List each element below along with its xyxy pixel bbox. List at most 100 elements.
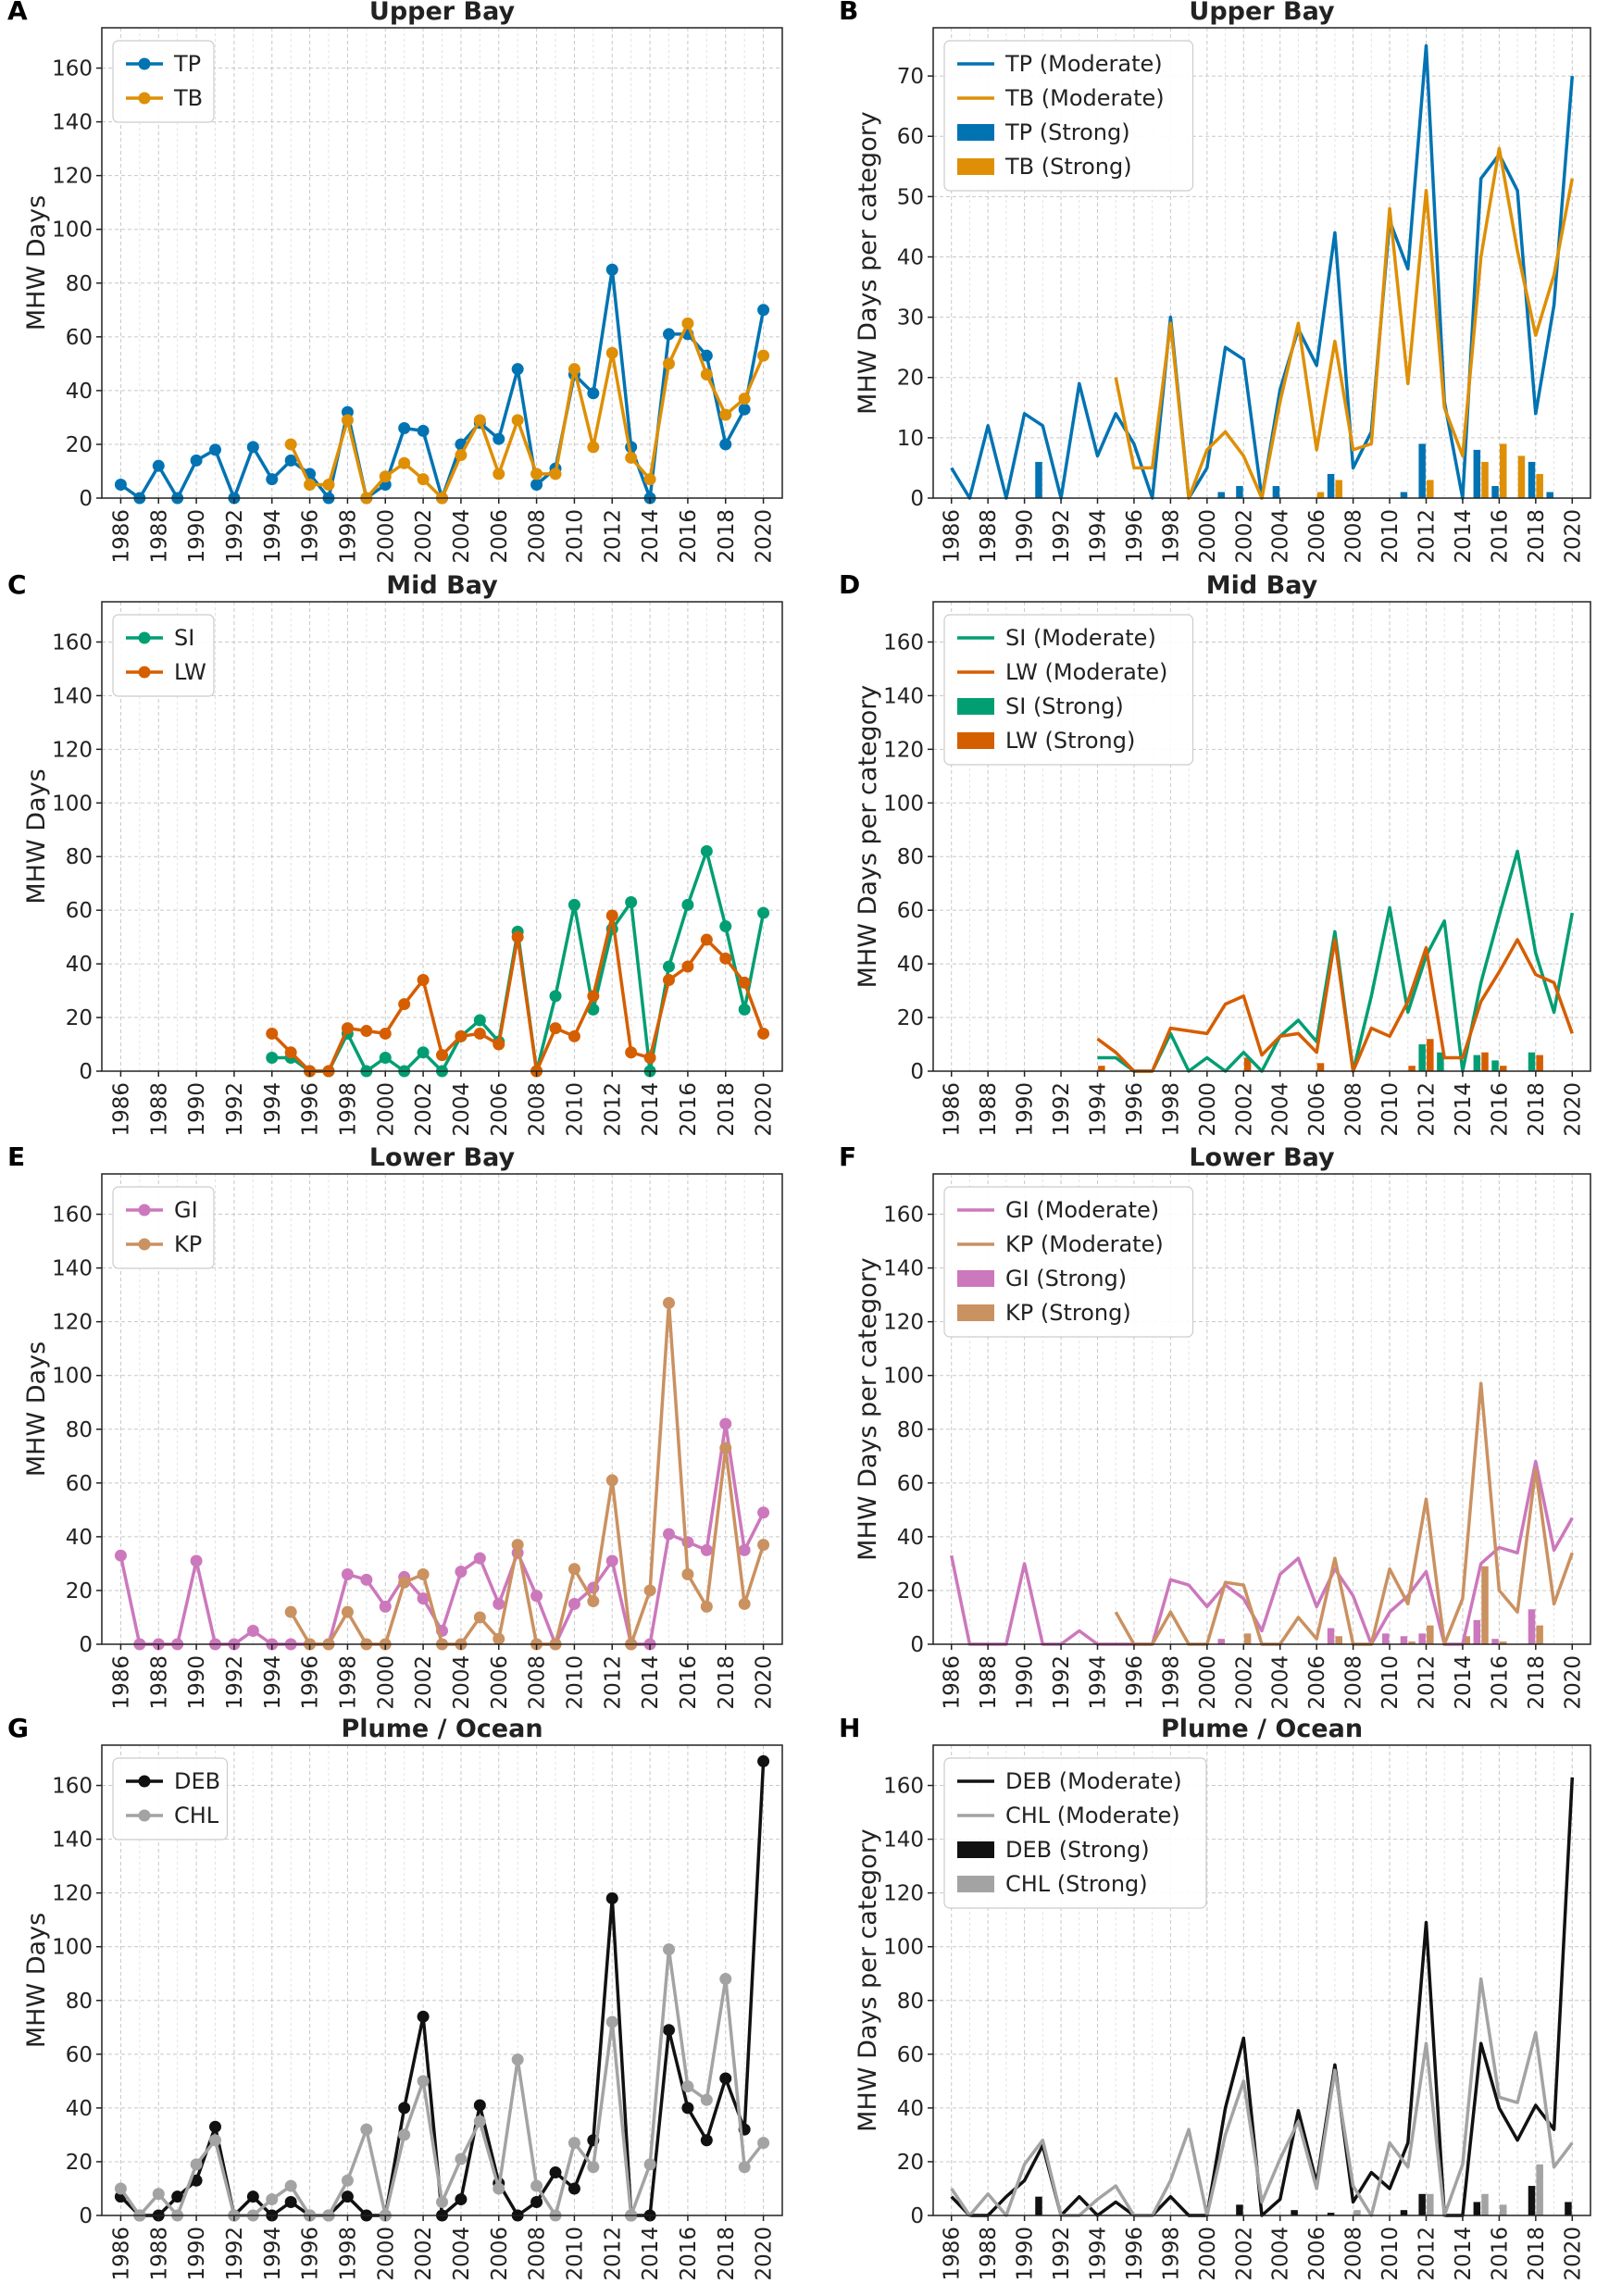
- legend: TP TB: [112, 40, 215, 123]
- x-tick-label: 2016: [677, 1082, 701, 1137]
- series-line-SI (Moderate): [1097, 849, 1575, 1073]
- legend-swatch-bar: [957, 124, 994, 141]
- legend-entry: DEB (Strong): [1005, 1837, 1150, 1863]
- data-point-LW: [455, 1029, 468, 1042]
- data-point-CHL: [473, 2115, 486, 2128]
- data-point-TP: [663, 328, 675, 341]
- x-tick-label: 2020: [753, 509, 777, 564]
- x-tick-label: 2006: [1305, 2227, 1329, 2281]
- y-axis-label: MHW Days: [22, 1341, 51, 1477]
- data-point-LW: [284, 1046, 297, 1059]
- x-tick-label: 2020: [1561, 1655, 1585, 1710]
- chart-title: Lower Bay: [1189, 1143, 1335, 1172]
- data-point-LW: [417, 973, 430, 986]
- axes-frame: [932, 27, 1591, 499]
- data-point-TB: [284, 438, 297, 451]
- x-tick-label: 1998: [1159, 2227, 1183, 2281]
- data-point-SI: [738, 1003, 751, 1016]
- x-tick-label: 2018: [1525, 509, 1549, 564]
- data-point-LW: [587, 990, 600, 1003]
- x-tick-label: 2006: [1305, 509, 1329, 564]
- data-point-TP: [114, 478, 127, 491]
- x-tick-label: 2020: [753, 2227, 777, 2281]
- data-point-CHL: [266, 2193, 279, 2206]
- data-point-GI: [114, 1549, 127, 1562]
- data-point-LW: [379, 1027, 392, 1040]
- data-point-DEB: [719, 2072, 732, 2085]
- bar-SI (Strong): [1528, 1052, 1536, 1071]
- legend-entry: GI: [174, 1197, 198, 1223]
- data-point-TB: [719, 408, 732, 421]
- bar-LW (Strong): [1499, 1066, 1507, 1071]
- x-tick-label: 2012: [1416, 509, 1440, 564]
- bar-GI (Strong): [1400, 1636, 1408, 1644]
- bar-KP (Strong): [1536, 1625, 1543, 1644]
- y-tick-label: 60: [897, 2043, 924, 2067]
- data-point-CHL: [284, 2179, 297, 2192]
- panel-D: 0 20 40 60 80 100 120 140 160 1986 1988 1990 1992 199…: [839, 569, 1591, 1137]
- bar-DEB (Strong): [1418, 2193, 1426, 2215]
- data-point-DEB: [455, 2193, 468, 2206]
- bar-CHL (Strong): [1353, 2210, 1361, 2215]
- x-tick-label: 1992: [223, 1082, 247, 1137]
- data-point-GI: [681, 1536, 694, 1549]
- legend-entry: CHL (Strong): [1005, 1871, 1148, 1897]
- data-point-CHL: [511, 2053, 524, 2066]
- x-tick-label: 2018: [1525, 1082, 1549, 1137]
- y-tick-label: 20: [897, 367, 924, 391]
- x-tick-label: 2002: [1232, 2227, 1256, 2281]
- legend: TP (Moderate) TB (Moderate) TP (Strong) TB …: [943, 40, 1194, 192]
- x-tick-label: 1996: [1123, 1082, 1147, 1137]
- legend-entry: GI (Strong): [1005, 1266, 1127, 1292]
- data-point-DEB: [171, 2190, 184, 2203]
- legend-entry: LW (Moderate): [1005, 659, 1167, 685]
- data-point-CHL: [360, 2123, 373, 2136]
- y-tick-label: 80: [66, 1418, 93, 1442]
- axes-frame: [101, 27, 783, 499]
- x-tick-label: 2002: [412, 1082, 436, 1137]
- x-tick-label: 2020: [753, 1655, 777, 1710]
- x-tick-label: 1990: [185, 1655, 209, 1710]
- x-tick-label: 1996: [299, 2227, 323, 2281]
- data-point-TB: [341, 414, 354, 427]
- data-point-TP: [700, 349, 713, 362]
- x-tick-label: 2000: [1196, 2227, 1220, 2281]
- series-line-LW (Moderate): [1096, 938, 1574, 1073]
- x-tick-label: 1998: [1159, 509, 1183, 564]
- chart-title: Upper Bay: [369, 0, 516, 26]
- x-tick-label: 2014: [639, 1655, 663, 1710]
- x-tick-label: 1990: [1014, 1655, 1038, 1710]
- legend-entry: KP (Moderate): [1005, 1231, 1164, 1257]
- x-tick-label: 2008: [1342, 1082, 1366, 1137]
- legend-box: [943, 1186, 1194, 1338]
- bar-GI (Strong): [1418, 1633, 1426, 1644]
- x-tick-label: 1986: [109, 509, 133, 564]
- data-point-CHL: [530, 2179, 543, 2192]
- x-tick-label: 2000: [1196, 1082, 1220, 1137]
- x-tick-label: 1990: [185, 1082, 209, 1137]
- data-point-TP: [417, 424, 430, 437]
- y-tick-label: 160: [52, 57, 93, 81]
- y-tick-label: 80: [897, 1418, 924, 1442]
- bar-KP (Strong): [1463, 1636, 1471, 1644]
- data-point-GI: [568, 1597, 580, 1610]
- x-tick-label: 2006: [488, 2227, 512, 2281]
- y-tick-label: 40: [66, 2097, 93, 2121]
- data-point-LW: [738, 976, 751, 989]
- x-tick-label: 2018: [715, 1655, 739, 1710]
- data-point-KP: [568, 1563, 580, 1576]
- y-tick-label: 140: [52, 1257, 93, 1281]
- data-point-CHL: [152, 2188, 165, 2201]
- bar-DEB (Strong): [1473, 2202, 1481, 2215]
- data-point-GI: [700, 1543, 713, 1556]
- bar-TB (Strong): [1481, 461, 1489, 498]
- x-tick-label: 2008: [526, 1082, 550, 1137]
- data-point-KP: [738, 1597, 751, 1610]
- y-tick-label: 160: [883, 1204, 924, 1228]
- x-tick-label: 2008: [526, 509, 550, 564]
- data-point-CHL: [209, 2134, 221, 2147]
- x-tick-label: 1992: [1050, 1082, 1074, 1137]
- data-point-TB: [549, 468, 562, 480]
- x-tick-label: 2012: [601, 1655, 625, 1710]
